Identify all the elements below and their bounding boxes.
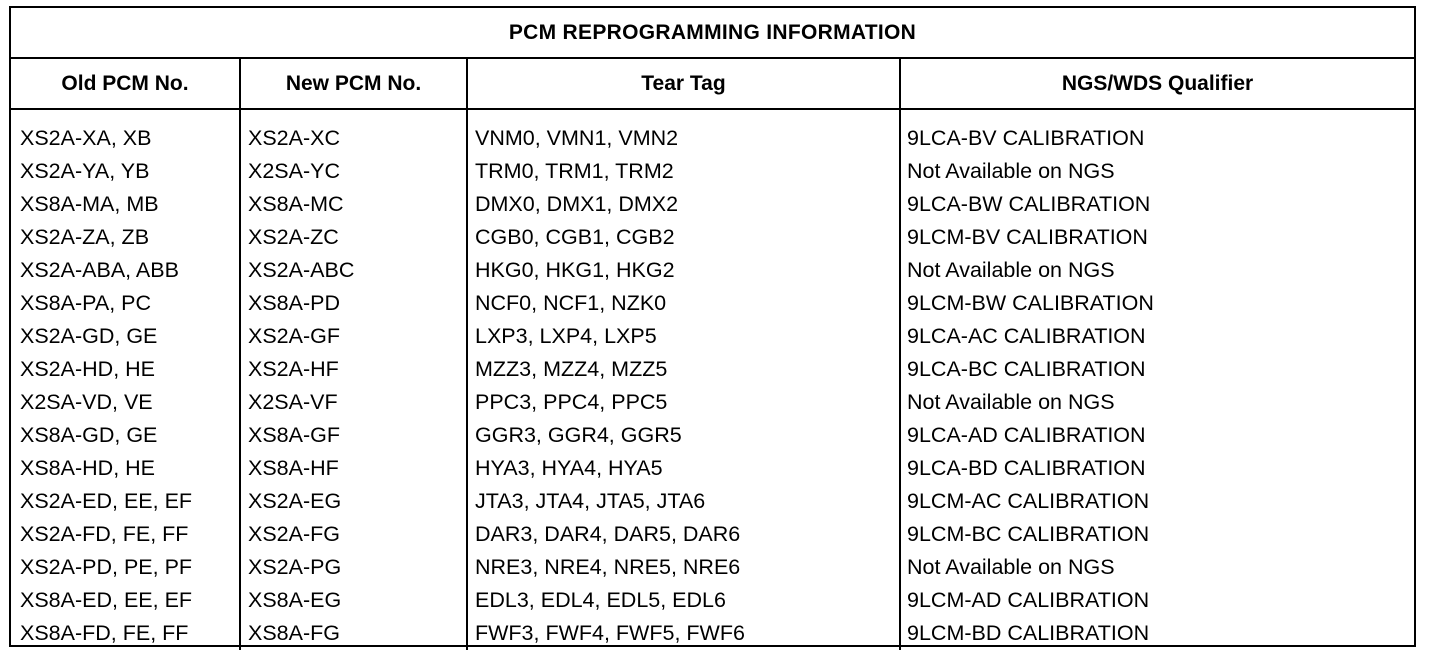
tear-tag-cell: GGR3, GGR4, GGR5 — [475, 423, 682, 447]
ngs-wds-qualifier-cell: 9LCM-BW CALIBRATION — [907, 291, 1154, 315]
old-pcm-no-cell: XS2A-HD, HE — [20, 357, 156, 381]
old-pcm-no-cell: XS2A-ABA, ABB — [20, 258, 179, 282]
old-pcm-no-cell: XS2A-PD, PE, PF — [20, 555, 193, 579]
old-pcm-no-cell: XS8A-ED, EE, EF — [20, 588, 193, 612]
new-pcm-no-cell: X2SA-YC — [248, 159, 341, 183]
tear-tag-cell: NRE3, NRE4, NRE5, NRE6 — [475, 555, 741, 579]
table-header-row: Old PCM No. New PCM No. Tear Tag NGS/WDS… — [11, 59, 1414, 110]
ngs-wds-qualifier-cell: Not Available on NGS — [907, 390, 1115, 414]
new-pcm-no-cell: XS2A-XC — [248, 126, 341, 150]
old-pcm-no-cell: XS2A-FD, FE, FF — [20, 522, 189, 546]
old-pcm-no-cell: XS2A-GD, GE — [20, 324, 158, 348]
ngs-wds-qualifier-cell: 9LCA-BV CALIBRATION — [907, 126, 1145, 150]
old-pcm-no-cell: XS2A-YA, YB — [20, 159, 150, 183]
tear-tag-cell: FWF3, FWF4, FWF5, FWF6 — [475, 621, 745, 645]
old-pcm-no-cell: XS8A-FD, FE, FF — [20, 621, 189, 645]
old-pcm-no-cell: XS2A-ED, EE, EF — [20, 489, 193, 513]
tear-tag-cell: NCF0, NCF1, NZK0 — [475, 291, 667, 315]
ngs-wds-qualifier-cell: 9LCA-BD CALIBRATION — [907, 456, 1146, 480]
tear-tag-cell: LXP3, LXP4, LXP5 — [475, 324, 657, 348]
new-pcm-no-cell: XS8A-HF — [248, 456, 339, 480]
column-ngs-wds-qualifier: 9LCA-BV CALIBRATION Not Available on NGS 9… — [901, 110, 1414, 650]
ngs-wds-qualifier-cell: 9LCA-AC CALIBRATION — [907, 324, 1146, 348]
ngs-wds-qualifier-cell: Not Available on NGS — [907, 555, 1115, 579]
tear-tag-cell: JTA3, JTA4, JTA5, JTA6 — [475, 489, 706, 513]
header-new-pcm-no: New PCM No. — [241, 59, 468, 108]
tear-tag-cell: VNM0, VMN1, VMN2 — [475, 126, 679, 150]
column-old-pcm-no: XS2A-XA, XB XS2A-YA, YB XS8A-MA, MB XS2A-ZA… — [11, 110, 241, 650]
new-pcm-no-cell: XS8A-MC — [248, 192, 344, 216]
column-tear-tag: VNM0, VMN1, VMN2 TRM0, TRM1, TRM2 DMX0, DM… — [468, 110, 901, 650]
old-pcm-no-cell: XS8A-MA, MB — [20, 192, 159, 216]
new-pcm-no-cell: XS2A-PG — [248, 555, 342, 579]
ngs-wds-qualifier-cell: 9LCM-AC CALIBRATION — [907, 489, 1150, 513]
new-pcm-no-cell: XS8A-EG — [248, 588, 342, 612]
header-tear-tag: Tear Tag — [468, 59, 901, 108]
tear-tag-cell: HYA3, HYA4, HYA5 — [475, 456, 663, 480]
ngs-wds-qualifier-cell: 9LCA-BC CALIBRATION — [907, 357, 1146, 381]
pcm-reprogramming-table: PCM REPROGRAMMING INFORMATION Old PCM No… — [9, 6, 1416, 650]
old-pcm-no-cell: X2SA-VD, VE — [20, 390, 153, 414]
ngs-wds-qualifier-cell: 9LCM-AD CALIBRATION — [907, 588, 1150, 612]
column-new-pcm-no: XS2A-XC X2SA-YC XS8A-MC XS2A-ZC XS2A-ABC XS8A… — [241, 110, 468, 650]
new-pcm-no-cell: XS8A-PD — [248, 291, 341, 315]
tear-tag-cell: TRM0, TRM1, TRM2 — [475, 159, 674, 183]
ngs-wds-qualifier-cell: 9LCA-AD CALIBRATION — [907, 423, 1146, 447]
header-ngs-wds-qualifier: NGS/WDS Qualifier — [1061, 71, 1254, 95]
ngs-wds-qualifier-cell: Not Available on NGS — [907, 258, 1115, 282]
new-pcm-no-cell: XS2A-GF — [248, 324, 340, 348]
new-pcm-no-cell: XS2A-HF — [248, 357, 339, 381]
new-pcm-no-cell: X2SA-VF — [248, 390, 338, 414]
tear-tag-cell: CGB0, CGB1, CGB2 — [475, 225, 675, 249]
ngs-wds-qualifier-cell: 9LCM-BC CALIBRATION — [907, 522, 1150, 546]
new-pcm-no-cell: XS8A-FG — [248, 621, 340, 645]
ngs-wds-qualifier-cell: 9LCA-BW CALIBRATION — [907, 192, 1151, 216]
tear-tag-cell: EDL3, EDL4, EDL5, EDL6 — [475, 588, 726, 612]
new-pcm-no-cell: XS2A-ABC — [248, 258, 355, 282]
old-pcm-no-cell: XS8A-PA, PC — [20, 291, 152, 315]
old-pcm-no-cell: XS2A-XA, XB — [20, 126, 152, 150]
old-pcm-no-cell: XS8A-HD, HE — [20, 456, 156, 480]
old-pcm-no-cell: XS8A-GD, GE — [20, 423, 158, 447]
tear-tag-cell: PPC3, PPC4, PPC5 — [475, 390, 668, 414]
new-pcm-no-cell: XS8A-GF — [248, 423, 340, 447]
old-pcm-no-cell: XS2A-ZA, ZB — [20, 225, 150, 249]
ngs-wds-qualifier-cell: 9LCM-BV CALIBRATION — [907, 225, 1148, 249]
new-pcm-no-cell: XS2A-EG — [248, 489, 342, 513]
new-pcm-no-cell: XS2A-FG — [248, 522, 340, 546]
tear-tag-cell: HKG0, HKG1, HKG2 — [475, 258, 675, 282]
table-body: XS2A-XA, XB XS2A-YA, YB XS8A-MA, MB XS2A-ZA… — [11, 110, 1414, 650]
tear-tag-cell: DAR3, DAR4, DAR5, DAR6 — [475, 522, 741, 546]
new-pcm-no-cell: XS2A-ZC — [248, 225, 339, 249]
header-old-pcm-no: Old PCM No. — [11, 59, 241, 108]
tear-tag-cell: MZZ3, MZZ4, MZZ5 — [475, 357, 668, 381]
tear-tag-cell: DMX0, DMX1, DMX2 — [475, 192, 679, 216]
ngs-wds-qualifier-cell: 9LCM-BD CALIBRATION — [907, 621, 1150, 645]
table-title: PCM REPROGRAMMING INFORMATION — [11, 8, 1414, 59]
ngs-wds-qualifier-cell: Not Available on NGS — [907, 159, 1115, 183]
